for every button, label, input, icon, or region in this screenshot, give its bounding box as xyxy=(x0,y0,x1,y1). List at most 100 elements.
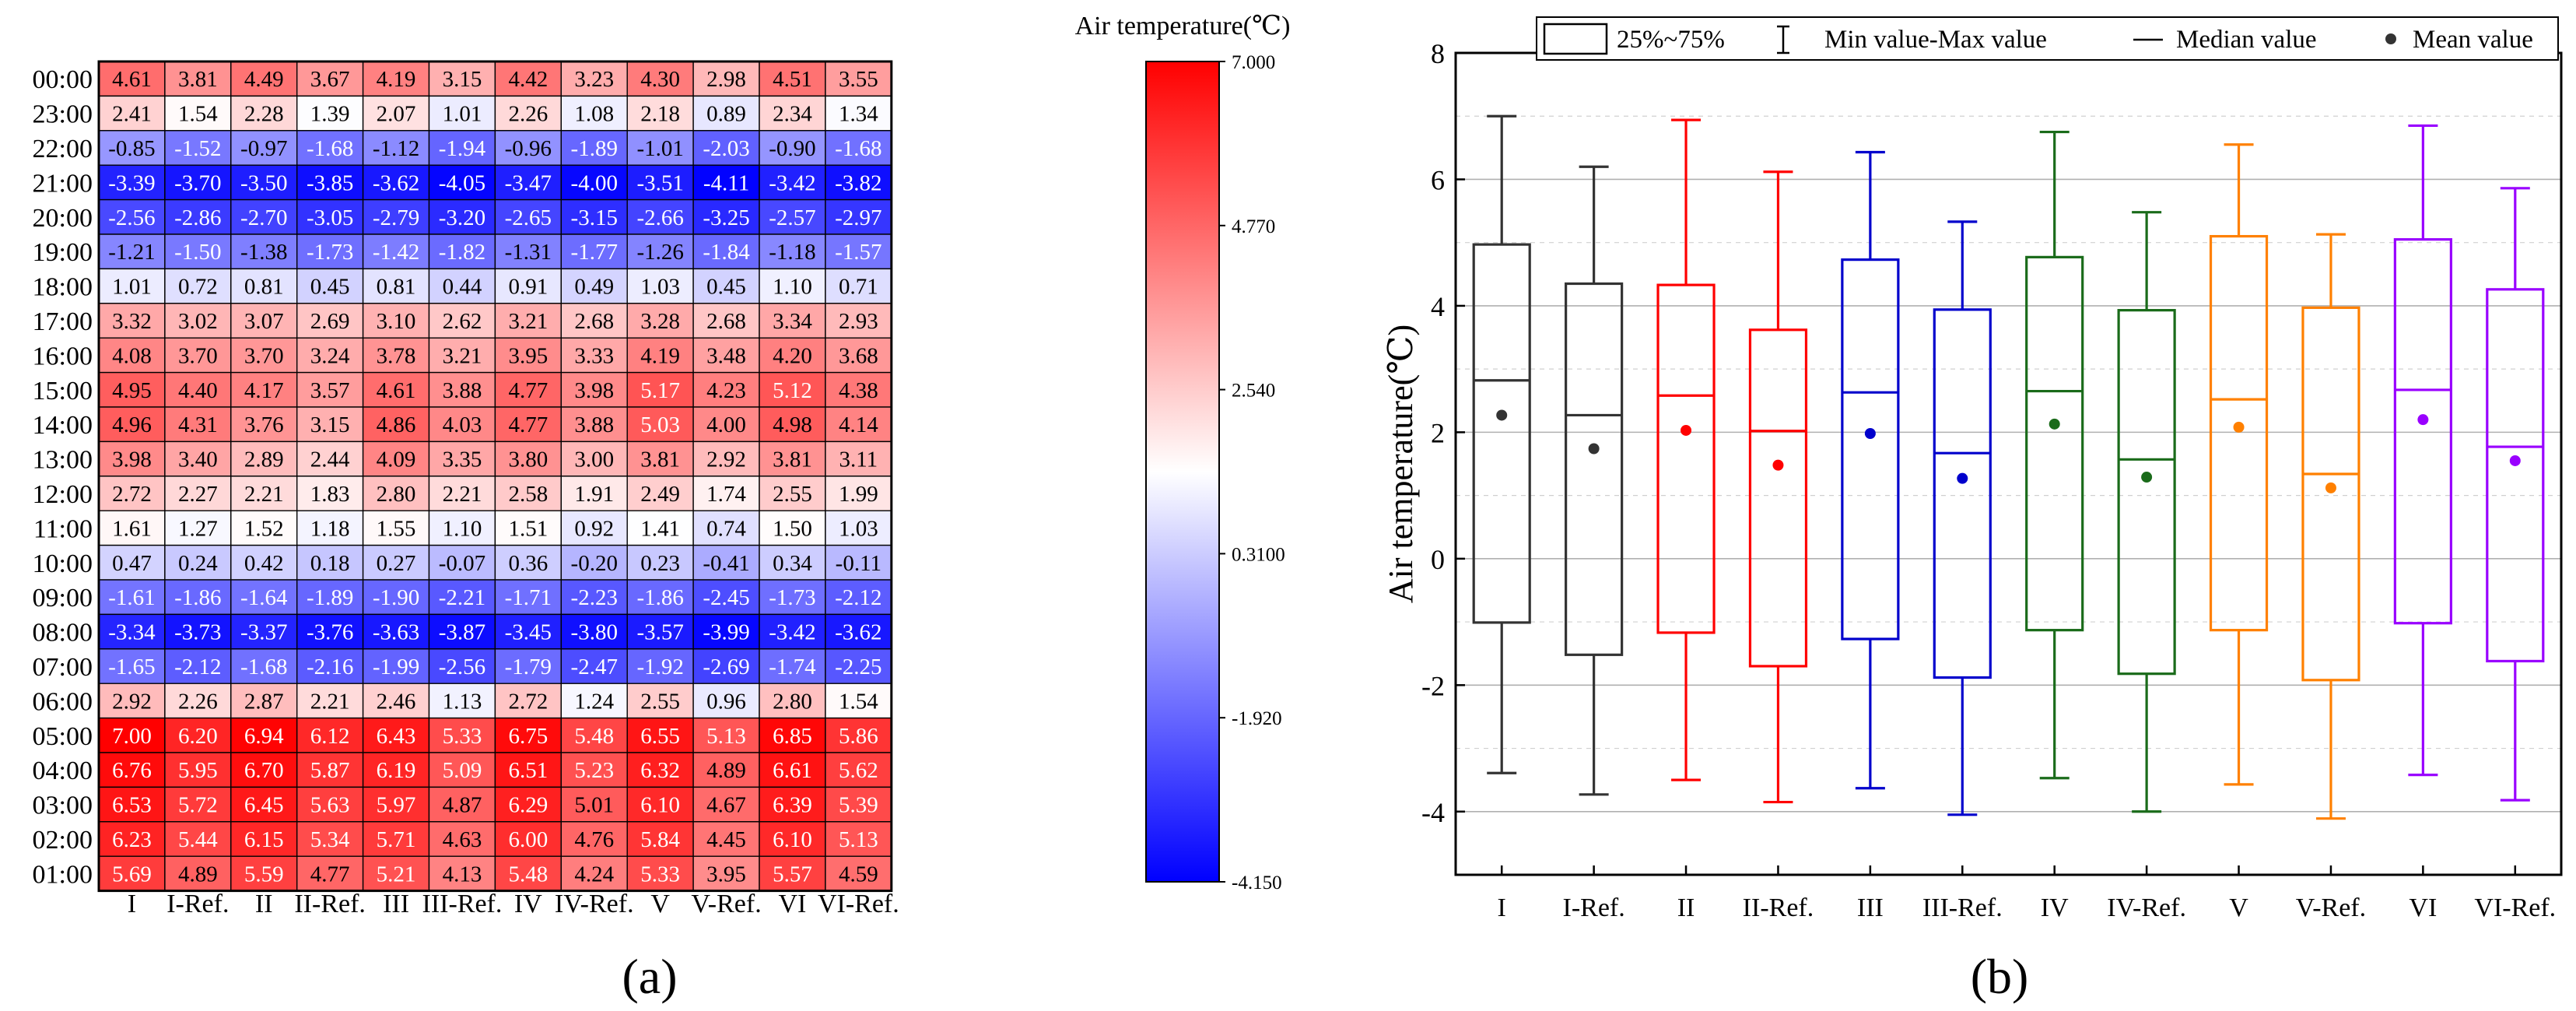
heatmap-cell-value: 0.18 xyxy=(310,551,350,576)
heatmap-cell xyxy=(230,303,298,339)
heatmap-cell-value: 5.97 xyxy=(377,793,416,818)
heatmap-cell xyxy=(692,233,760,270)
heatmap-cell-value: 3.81 xyxy=(640,448,680,472)
heatmap-row-label: 03:00 xyxy=(33,792,93,820)
heatmap-cell-value: -1.38 xyxy=(240,240,287,265)
x-tick-label: V xyxy=(2229,893,2248,922)
heatmap-cell-value: 2.49 xyxy=(640,482,680,507)
heatmap-cell-value: 6.20 xyxy=(178,724,218,749)
y-tick-label: 6 xyxy=(1431,164,1445,195)
heatmap-row-label: 22:00 xyxy=(33,135,93,163)
heatmap-cell-value: 1.54 xyxy=(178,102,218,127)
heatmap-cell xyxy=(825,268,892,304)
heatmap-cell-value: 1.01 xyxy=(112,275,152,300)
heatmap-cell xyxy=(428,441,496,477)
heatmap-cell-value: -3.34 xyxy=(108,620,156,645)
heatmap-cell xyxy=(164,821,232,857)
mean-point xyxy=(2417,414,2429,426)
heatmap-cell-value: 4.17 xyxy=(244,378,284,403)
heatmap-cell-value: 0.23 xyxy=(640,551,680,576)
heatmap-cell-value: 0.45 xyxy=(706,275,746,300)
heatmap-cell-value: 4.51 xyxy=(773,67,812,92)
heatmap-cell-value: 1.41 xyxy=(640,516,680,541)
heatmap-cell xyxy=(296,786,364,823)
heatmap-cell-value: 5.17 xyxy=(640,378,680,403)
heatmap-cell-value: 1.39 xyxy=(310,102,350,127)
legend-box-swatch xyxy=(1543,23,1608,55)
heatmap-cell-value: -3.87 xyxy=(439,620,485,645)
heatmap-cell-value: 4.86 xyxy=(377,412,416,437)
heatmap-cell-value: 3.57 xyxy=(310,378,350,403)
heatmap-cell-value: -3.47 xyxy=(505,170,552,195)
heatmap-cell xyxy=(428,717,496,753)
heatmap-cell xyxy=(296,717,364,753)
heatmap-cell xyxy=(626,683,694,719)
heatmap-cell-value: 1.61 xyxy=(112,516,152,541)
heatmap-cell-value: 4.40 xyxy=(178,378,218,403)
heatmap-cell xyxy=(98,476,166,511)
heatmap-cell-value: 3.81 xyxy=(773,448,812,472)
heatmap-cell-value: -3.82 xyxy=(835,170,881,195)
heatmap-column-label: VI-Ref. xyxy=(818,890,899,918)
colorbar-tick-label: -1.920 xyxy=(1232,708,1282,729)
heatmap-cell-value: -1.89 xyxy=(307,585,353,610)
heatmap-cell xyxy=(626,337,694,374)
heatmap-cell-value: 5.57 xyxy=(773,862,812,886)
heatmap-cell-value: 3.00 xyxy=(574,448,614,472)
heatmap-cell xyxy=(825,476,892,511)
heatmap-cell-value: -3.99 xyxy=(703,620,749,645)
heatmap-cell-value: 1.03 xyxy=(640,275,680,300)
box-iqr xyxy=(2209,234,2269,632)
box-iv-ref xyxy=(2117,211,2176,813)
heatmap-cell xyxy=(494,130,563,166)
heatmap-cell-value: 3.88 xyxy=(574,412,614,437)
legend-label-iqr: 25%~75% xyxy=(1617,26,1725,54)
heatmap-cell-value: 5.84 xyxy=(640,827,680,852)
heatmap-cell-value: -3.45 xyxy=(505,620,552,645)
heatmap-cell-value: -1.86 xyxy=(174,585,221,610)
heatmap-cell xyxy=(362,786,430,823)
heatmap-cell-value: -1.64 xyxy=(240,585,288,610)
mean-point xyxy=(2325,482,2336,493)
heatmap-cell xyxy=(428,476,496,511)
heatmap-cell-value: -1.77 xyxy=(571,240,618,265)
heatmap-cell xyxy=(296,164,364,201)
heatmap-cell-value: 1.83 xyxy=(310,482,350,507)
heatmap-cell-value: 3.68 xyxy=(839,343,878,368)
heatmap-row-label: 11:00 xyxy=(33,514,93,543)
heatmap-cell xyxy=(164,337,232,374)
heatmap-cell-value: 4.61 xyxy=(377,378,416,403)
heatmap-cell-value: -2.12 xyxy=(835,585,881,610)
heatmap-cell-value: -1.71 xyxy=(505,585,552,610)
heatmap-cell xyxy=(759,752,826,788)
heatmap-cell-value: 5.13 xyxy=(706,724,746,749)
heatmap-cell-value: -3.05 xyxy=(307,205,353,230)
heatmap-cell-value: 2.55 xyxy=(640,689,680,714)
heatmap-cell-value: -1.01 xyxy=(636,136,683,161)
heatmap-cell-value: 2.28 xyxy=(244,102,284,127)
heatmap-cell-value: 6.15 xyxy=(244,827,284,852)
heatmap-cell-value: 3.98 xyxy=(574,378,614,403)
heatmap-row-label: 20:00 xyxy=(33,204,93,233)
heatmap-cell-value: -0.20 xyxy=(571,551,618,576)
heatmap-cell-value: -2.25 xyxy=(835,655,881,679)
heatmap-cell-value: 6.53 xyxy=(112,793,152,818)
heatmap-cell-value: 4.59 xyxy=(839,862,878,886)
heatmap-cell-value: -1.61 xyxy=(108,585,155,610)
heatmap-cell-value: 4.19 xyxy=(377,67,416,92)
heatmap-border xyxy=(97,60,893,893)
heatmap-row-label: 13:00 xyxy=(33,446,93,475)
heatmap-cell xyxy=(560,579,628,616)
heatmap-cell xyxy=(626,268,694,304)
heatmap-cell-value: 4.09 xyxy=(377,448,416,472)
heatmap-cell xyxy=(428,752,496,788)
heatmap-column-label: VI xyxy=(779,890,807,918)
heatmap-cell xyxy=(362,683,430,719)
x-tick-label: VI-Ref. xyxy=(2474,893,2556,922)
heatmap-cell xyxy=(759,198,826,235)
heatmap-column-label: I-Ref. xyxy=(166,890,229,918)
heatmap-cell-value: 0.44 xyxy=(443,275,482,300)
heatmap-row-label: 02:00 xyxy=(33,826,93,855)
legend-whisker-swatch xyxy=(1777,25,1789,54)
